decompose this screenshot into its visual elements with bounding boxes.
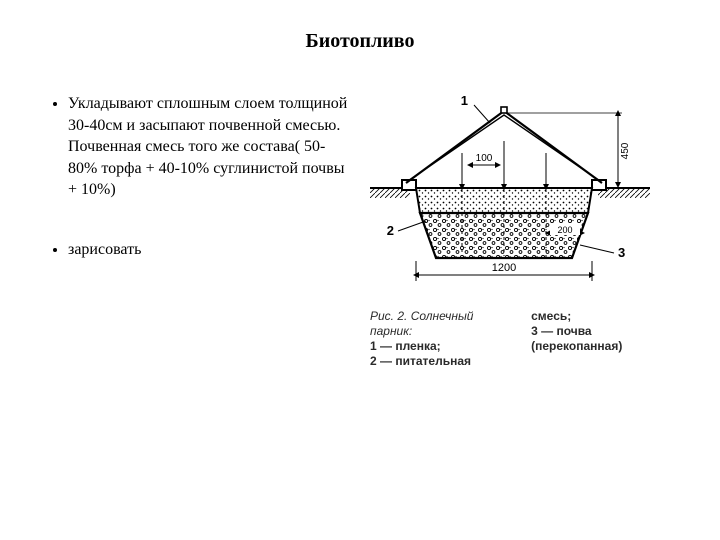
caption-fig-label: Рис. 2. Солнечный парник: bbox=[370, 309, 473, 338]
callout-1: 1 bbox=[461, 93, 468, 108]
dim-width-label: 1200 bbox=[492, 262, 516, 274]
slide: Биотопливо Укладывают сплошным слоем тол… bbox=[0, 0, 720, 540]
bullet-list: Укладывают сплошным слоем толщиной 30-40… bbox=[40, 93, 350, 261]
bullet-item-1: Укладывают сплошным слоем толщиной 30-40… bbox=[68, 93, 350, 201]
caption-right: смесь; 3 — почва (перекопанная) bbox=[531, 309, 680, 369]
dim-top-label: 100 bbox=[476, 153, 493, 164]
caption-left: Рис. 2. Солнечный парник: 1 — пленка; 2 … bbox=[370, 309, 513, 369]
content-row: Укладывают сплошным слоем толщиной 30-40… bbox=[40, 93, 680, 369]
callout-3: 3 bbox=[618, 245, 625, 260]
dim-side-label: 200 bbox=[557, 225, 572, 235]
caption-line1: 1 — пленка; bbox=[370, 339, 441, 353]
figure-column: 100 1200 450 200 1 bbox=[370, 93, 680, 369]
caption-right-top: смесь; bbox=[531, 309, 571, 323]
text-column: Укладывают сплошным слоем толщиной 30-40… bbox=[40, 93, 350, 369]
figure-wrap: 100 1200 450 200 1 bbox=[370, 93, 680, 369]
slide-title: Биотопливо bbox=[40, 30, 680, 53]
caption-right-bottom: 3 — почва (перекопанная) bbox=[531, 324, 622, 353]
figure-caption: Рис. 2. Солнечный парник: 1 — пленка; 2 … bbox=[370, 309, 680, 369]
dim-height-label: 450 bbox=[620, 142, 631, 159]
greenhouse-diagram: 100 1200 450 200 1 bbox=[370, 93, 650, 303]
callout-2: 2 bbox=[387, 223, 394, 238]
caption-line2: 2 — питательная bbox=[370, 354, 471, 368]
bullet-item-2: зарисовать bbox=[68, 239, 350, 261]
